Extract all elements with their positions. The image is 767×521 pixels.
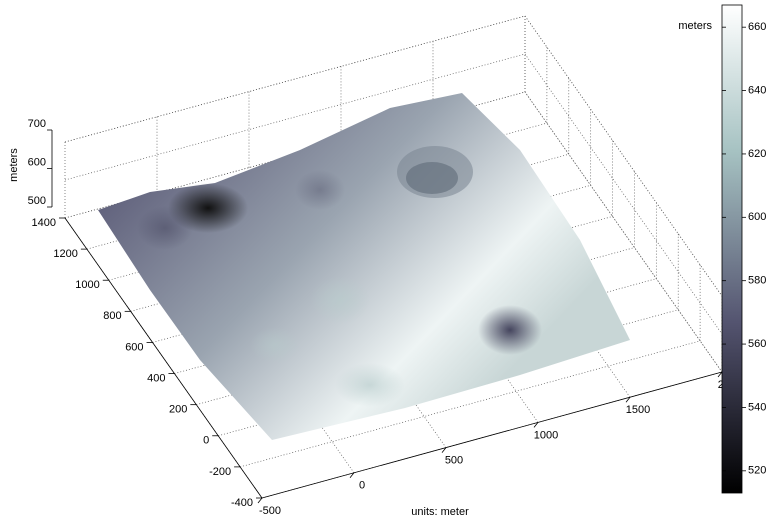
x-tick-label: 500 — [445, 455, 463, 467]
x-tick-label: -500 — [259, 505, 281, 517]
z-tick-label: 500 — [28, 195, 46, 207]
x-tick-label: 1500 — [626, 404, 650, 416]
colorbar-tick-label: 520 — [748, 465, 766, 477]
grid-line — [524, 53, 723, 335]
y-tick-label: 600 — [125, 341, 143, 353]
z-axis-label: meters — [8, 148, 20, 182]
x-tick — [533, 422, 539, 428]
y-tick-label: 400 — [147, 372, 165, 384]
x-tick-label: 0 — [359, 480, 365, 492]
x-tick — [717, 371, 723, 378]
colorbar-tick-label: 620 — [748, 148, 766, 160]
x-tick — [441, 447, 447, 453]
colorbar-label: meters — [678, 20, 712, 32]
colorbar-tick-label: 660 — [748, 21, 766, 33]
y-tick-label: 1000 — [75, 279, 99, 291]
y-tick-label: 800 — [103, 310, 121, 322]
x-tick — [349, 472, 355, 479]
colorbar-tick-label: 580 — [748, 275, 766, 287]
y-tick-label: 1400 — [32, 217, 56, 229]
y-axis-line — [64, 217, 263, 499]
box-edge — [524, 15, 723, 297]
colorbar-tick-label: 540 — [748, 401, 766, 413]
x-axis-label: units: meter — [411, 506, 469, 518]
colorbar-tick-label: 640 — [748, 84, 766, 96]
z-tick-label: 600 — [28, 156, 46, 168]
y-tick-label: 200 — [169, 404, 187, 416]
x-tick-label: 1000 — [534, 429, 558, 441]
y-tick-label: -200 — [209, 466, 231, 478]
x-tick — [625, 396, 631, 403]
y-tick-label: 0 — [203, 435, 209, 447]
y-tick-label: 1200 — [53, 248, 77, 260]
y-tick-label: -400 — [231, 497, 253, 509]
grid-line — [524, 91, 723, 373]
x-axis-line — [261, 371, 723, 499]
colorbar — [721, 4, 743, 494]
colorbar-tick-label: 600 — [748, 211, 766, 223]
z-tick-label: 700 — [28, 118, 46, 130]
colorbar-tick-label: 560 — [748, 338, 766, 350]
x-tick — [257, 497, 263, 504]
surface — [98, 93, 630, 440]
